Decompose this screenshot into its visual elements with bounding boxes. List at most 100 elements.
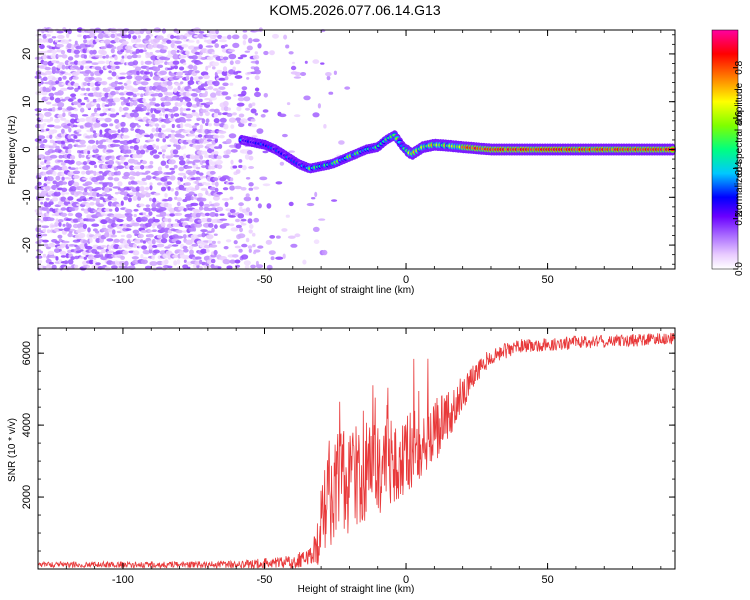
spectrogram-cell — [243, 96, 251, 102]
spectrogram-cell — [102, 224, 106, 228]
spectrogram-cell — [303, 95, 311, 101]
spectrogram-cell — [259, 176, 268, 181]
spectrogram-cell — [153, 192, 161, 196]
spectrogram-cell — [55, 60, 60, 64]
spectrogram-cell — [120, 200, 124, 206]
spectrogram-cell — [248, 155, 254, 161]
spectrogram-cell — [219, 134, 225, 139]
spectrogram-cell — [240, 118, 248, 124]
spectrogram-cell — [54, 240, 60, 244]
spectrogram-cell — [198, 31, 205, 34]
spectrogram-cell — [143, 49, 147, 52]
spectrogram-cell — [79, 187, 85, 191]
spectrogram-cell — [253, 249, 261, 253]
spectrogram-cell — [61, 176, 65, 181]
snr-x-label: Height of straight line (km) — [298, 584, 415, 595]
spectrogram-cell — [228, 53, 237, 60]
spectrogram-cell — [98, 54, 103, 59]
spectrogram-cell — [67, 149, 72, 154]
spectrogram-cell — [162, 218, 170, 222]
spectrogram-cell — [290, 65, 297, 71]
spectrogram-cell — [43, 183, 48, 187]
spectrogram-cell — [314, 191, 318, 198]
spectrogram-cell — [131, 148, 135, 153]
spectrogram-cell — [170, 49, 177, 56]
spectrogram-cell — [62, 223, 66, 227]
spectrogram-cell — [185, 50, 190, 55]
spectrogram-cell — [89, 134, 95, 139]
spectrogram-cell — [185, 118, 192, 122]
spectrogram-cell — [323, 124, 327, 129]
spectrogram-cell — [197, 61, 203, 65]
spectrogram-cell — [102, 201, 107, 205]
spectrogram-cell — [224, 44, 228, 47]
spectrogram-cell — [107, 164, 113, 169]
spectrogram-cell — [219, 213, 225, 216]
spectrogram-cell — [137, 233, 144, 239]
spectrogram-cell — [188, 64, 194, 70]
spectrogram-cell — [60, 98, 66, 102]
spectrogram-cell — [169, 175, 176, 181]
spectrogram-cell — [131, 256, 139, 260]
spectrogram-cell — [222, 100, 229, 107]
spectrogram-cell — [222, 66, 228, 72]
spectrogram-cell — [233, 94, 237, 97]
spectrogram-cell — [97, 60, 106, 65]
spectrogram-cell — [42, 171, 47, 176]
spectrogram-cell — [86, 87, 91, 92]
spectrogram-cell — [282, 253, 286, 259]
spectrogram-cell — [250, 118, 256, 122]
spectrogram-cell — [60, 162, 66, 166]
spectrogram-cell — [140, 93, 144, 98]
spectrogram-cell — [240, 218, 247, 222]
spectrogram-cell — [232, 112, 237, 116]
spectrogram-cell — [149, 51, 154, 55]
spectrogram-cell — [129, 192, 136, 196]
spectrogram-cell — [201, 261, 206, 266]
spectrogram-cell — [191, 93, 198, 97]
spectrogram-cell — [120, 58, 125, 64]
spectrogram-cell — [180, 81, 184, 85]
spectrogram-cell — [145, 204, 150, 208]
spectrogram-cell — [120, 101, 125, 106]
spectrogram-cell — [75, 212, 83, 218]
spectrogram-cell — [109, 188, 113, 192]
y-tick-label: 20 — [21, 48, 33, 60]
spectrogram-cell — [51, 49, 57, 54]
spectrogram-cell — [131, 181, 139, 185]
spectrogram-cell — [244, 50, 251, 53]
spectrogram-cell — [157, 170, 163, 175]
spectrogram-cell — [71, 44, 75, 50]
chart-title: KOM5.2026.077.06.14.G13 — [269, 2, 440, 18]
spectrogram-cell — [93, 107, 98, 113]
spectrogram-cell — [107, 86, 114, 90]
spectrogram-cell — [112, 229, 116, 235]
spectrogram-cell — [230, 159, 234, 165]
spectrogram-cell — [155, 138, 160, 142]
spectrogram-cell — [167, 197, 173, 202]
spectrogram-cell — [167, 244, 173, 248]
spectrogram-cell — [214, 137, 218, 144]
spectrogram-cell — [123, 145, 129, 151]
spectrogram-cell — [136, 70, 140, 76]
spectrogram-cell — [189, 249, 194, 255]
spectrogram-cell — [256, 128, 264, 134]
spectrogram-cell — [92, 49, 97, 55]
spectrogram-cell — [149, 182, 153, 186]
spectrogram-cell — [53, 125, 62, 129]
spectrogram-cell — [95, 262, 101, 266]
spectrogram-cell — [152, 97, 156, 102]
spectrogram-cell — [149, 71, 153, 77]
spectrogram-cell — [103, 145, 107, 150]
spectrogram-cell — [90, 71, 94, 77]
spectrogram-cell — [125, 208, 133, 214]
spectrogram-cell — [173, 260, 178, 266]
spectrogram-cell — [237, 97, 245, 102]
spectrogram-cell — [144, 207, 151, 212]
spectrogram-cell — [248, 211, 253, 216]
spectrogram-cell — [167, 203, 172, 208]
spectrogram-cell — [65, 253, 70, 259]
spectrogram-cells — [34, 26, 351, 272]
spectrogram-cell — [70, 93, 77, 98]
spectrogram-cell — [124, 260, 129, 267]
